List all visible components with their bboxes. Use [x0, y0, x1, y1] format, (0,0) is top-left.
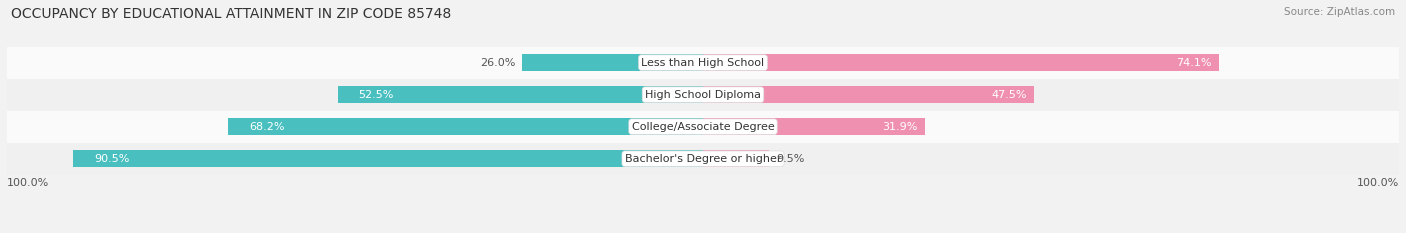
Text: OCCUPANCY BY EDUCATIONAL ATTAINMENT IN ZIP CODE 85748: OCCUPANCY BY EDUCATIONAL ATTAINMENT IN Z… [11, 7, 451, 21]
Text: 52.5%: 52.5% [359, 90, 394, 100]
Bar [228, 118, 703, 135]
Bar [7, 79, 1399, 111]
Text: College/Associate Degree: College/Associate Degree [631, 122, 775, 132]
Text: 31.9%: 31.9% [883, 122, 918, 132]
Text: 68.2%: 68.2% [249, 122, 285, 132]
Bar [7, 111, 1399, 143]
Text: 26.0%: 26.0% [479, 58, 515, 68]
Text: 90.5%: 90.5% [94, 154, 129, 164]
Bar [522, 54, 703, 71]
Bar [73, 151, 703, 167]
Text: Bachelor's Degree or higher: Bachelor's Degree or higher [624, 154, 782, 164]
Bar [703, 86, 1033, 103]
Text: 100.0%: 100.0% [7, 178, 49, 188]
Text: 100.0%: 100.0% [1357, 178, 1399, 188]
Text: 74.1%: 74.1% [1177, 58, 1212, 68]
Bar [7, 143, 1399, 175]
Text: Source: ZipAtlas.com: Source: ZipAtlas.com [1284, 7, 1395, 17]
Text: Less than High School: Less than High School [641, 58, 765, 68]
Text: 47.5%: 47.5% [991, 90, 1026, 100]
Text: High School Diploma: High School Diploma [645, 90, 761, 100]
Text: 9.5%: 9.5% [776, 154, 804, 164]
Bar [703, 118, 925, 135]
Bar [703, 54, 1219, 71]
Legend: Owner-occupied, Renter-occupied: Owner-occupied, Renter-occupied [583, 230, 823, 233]
Bar [703, 151, 769, 167]
Bar [7, 47, 1399, 79]
Bar [337, 86, 703, 103]
